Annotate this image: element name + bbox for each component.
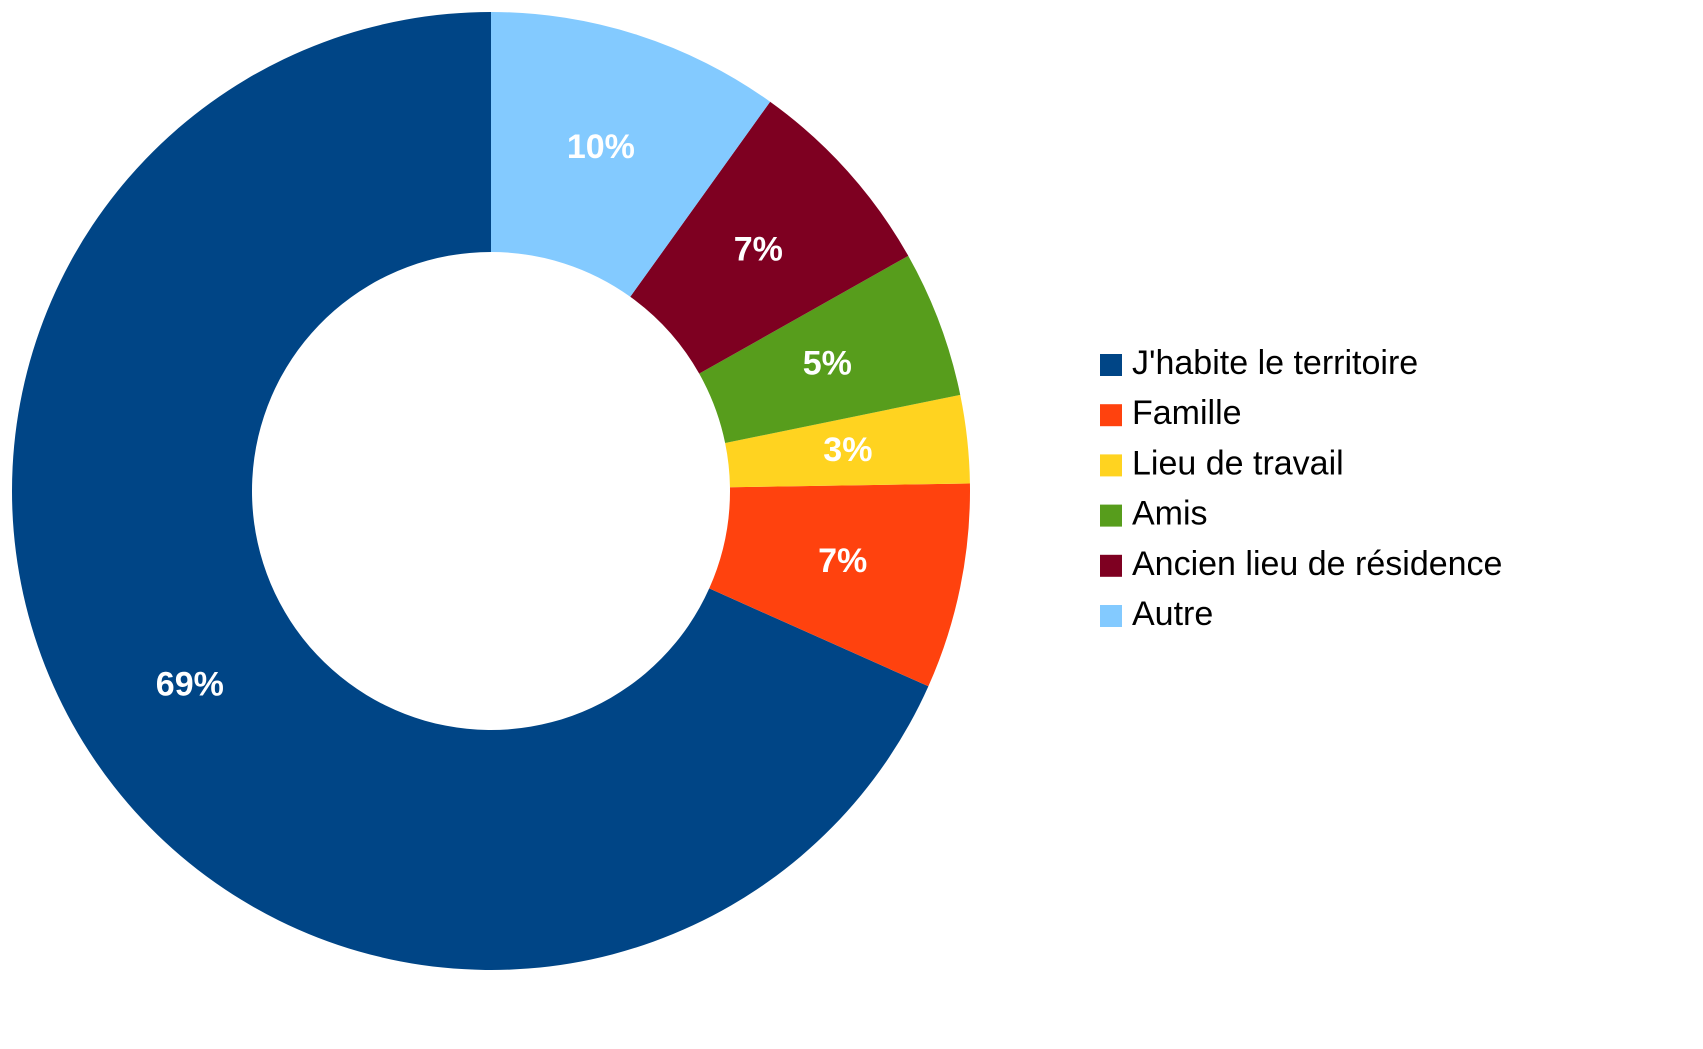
value-label: 10% [567,128,635,166]
legend-label: J'habite le territoire [1132,344,1418,382]
value-label: 7% [734,230,783,268]
legend-label: Autre [1132,595,1213,633]
legend-swatch [1100,605,1122,627]
legend-label: Ancien lieu de résidence [1132,545,1502,583]
legend-label: Lieu de travail [1132,444,1344,482]
legend-swatch [1100,504,1122,527]
legend-swatch [1100,554,1122,577]
legend-label: Famille [1132,394,1242,432]
value-label: 7% [818,542,867,580]
slice [709,483,970,687]
value-label: 69% [156,665,224,703]
value-label: 3% [823,431,872,469]
slice [12,12,929,971]
slice [491,12,771,297]
slice [630,101,909,374]
value-label: 5% [803,344,852,382]
slice [725,394,970,488]
legend-swatch [1100,354,1122,376]
legend-label: Amis [1132,495,1208,533]
slice [699,255,961,444]
legend-swatch [1100,454,1122,477]
legend-swatch [1100,404,1122,427]
